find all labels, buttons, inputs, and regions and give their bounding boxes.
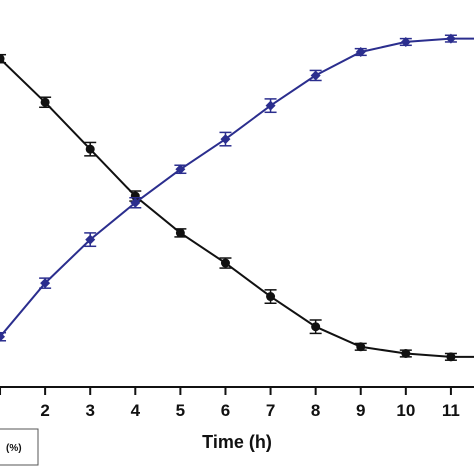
legend-label: (%) [6,443,22,454]
data-point [220,258,230,268]
series-line [0,37,474,338]
data-point [401,349,411,358]
x-tick-labels: 2345678910111 [40,401,460,420]
data-point [310,70,321,81]
data-point [445,33,456,44]
data-point [0,54,5,64]
x-tick-marks [0,387,452,395]
series-2 [0,33,474,342]
data-point [266,292,276,302]
x-tick-label: 4 [131,401,141,420]
data-point [175,164,186,175]
data-point [355,47,366,57]
data-point [40,97,50,107]
x-tick-label: 9 [356,401,365,420]
data-point [356,342,366,352]
x-tick-label: 2 [40,401,49,420]
data-point [85,144,95,154]
data-point [311,322,321,332]
x-tick-label: 3 [85,401,94,420]
series-line [0,57,474,358]
x-tick-label: 8 [311,401,320,420]
x-tick-label: 5 [176,401,185,420]
x-tick-label: 11 [442,401,460,420]
data-point [85,234,96,245]
series-layer [0,33,474,362]
data-point [400,36,411,47]
data-point [130,197,141,208]
legend-box [0,428,39,466]
x-tick-label: 10 [396,401,415,420]
x-tick-label: 7 [266,401,275,420]
x-axis-title: Time (h) [202,432,272,452]
data-point [0,331,6,342]
legend: (%) [0,428,39,466]
data-point [40,278,51,289]
series-1 [0,53,474,362]
data-point [265,100,276,111]
data-point [175,228,185,238]
x-tick-label: 6 [221,401,230,420]
data-point [446,352,456,362]
data-point [220,134,231,145]
